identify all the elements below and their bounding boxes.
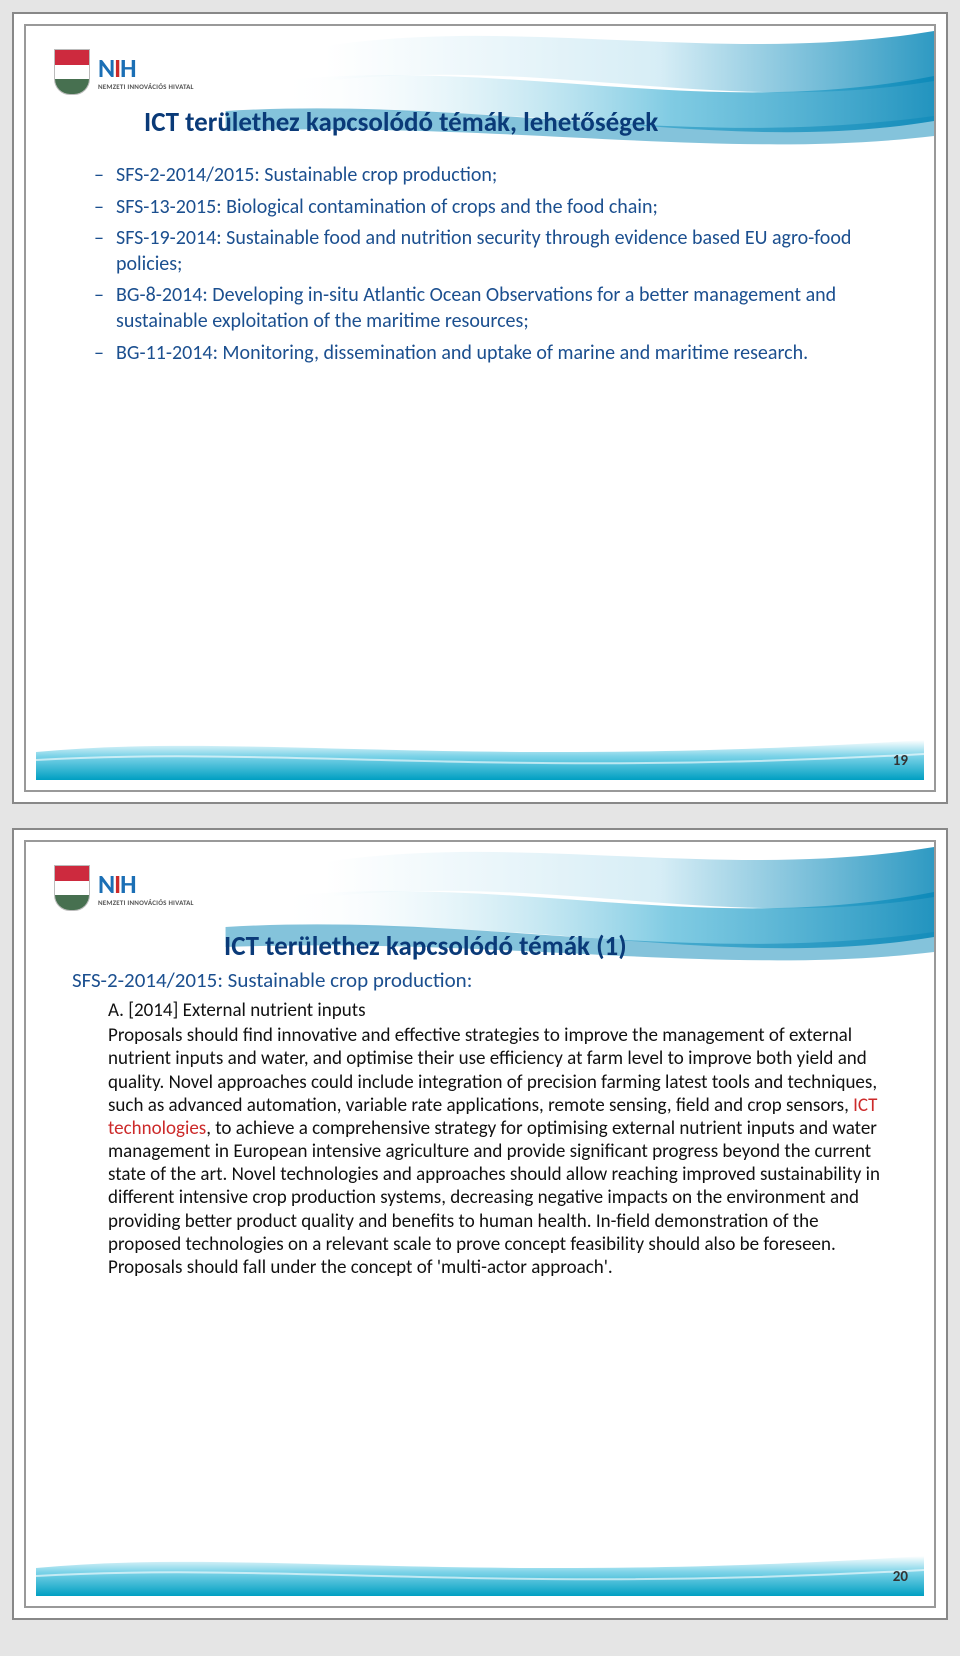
footer-banner xyxy=(36,732,924,780)
nih-letter-n: N xyxy=(98,55,113,81)
slide-frame: N I H NEMZETI INNOVÁCIÓS HIVATAL ICT ter… xyxy=(24,840,936,1608)
nih-subtitle: NEMZETI INNOVÁCIÓS HIVATAL xyxy=(98,899,194,906)
slide-title: ICT területhez kapcsolódó témák, lehetős… xyxy=(144,106,896,139)
nih-letter-i: I xyxy=(114,871,119,897)
nih-logo: N I H NEMZETI INNOVÁCIÓS HIVATAL xyxy=(98,871,194,906)
list-item: SFS-2-2014/2015: Sustainable crop produc… xyxy=(94,163,906,189)
list-item: BG-11-2014: Monitoring, dissemination an… xyxy=(94,341,906,367)
slide-1: N I H NEMZETI INNOVÁCIÓS HIVATAL ICT ter… xyxy=(12,12,948,804)
nih-letter-n: N xyxy=(98,871,113,897)
nih-wordmark: N I H xyxy=(98,55,134,81)
logo-block: N I H NEMZETI INNOVÁCIÓS HIVATAL xyxy=(54,42,906,102)
list-item: SFS-19-2014: Sustainable food and nutrit… xyxy=(94,226,906,277)
footer-banner xyxy=(36,1548,924,1596)
body-lead: A. [2014] External nutrient inputs xyxy=(108,999,884,1022)
list-item: BG-8-2014: Developing in-situ Atlantic O… xyxy=(94,283,906,334)
nih-wordmark: N I H xyxy=(98,871,134,897)
nih-subtitle: NEMZETI INNOVÁCIÓS HIVATAL xyxy=(98,83,194,90)
nih-letter-h: H xyxy=(120,871,134,897)
nih-letter-h: H xyxy=(120,55,134,81)
body-text-pre: Proposals should find innovative and eff… xyxy=(108,1024,877,1117)
page-number: 19 xyxy=(893,752,908,770)
logo-block: N I H NEMZETI INNOVÁCIÓS HIVATAL xyxy=(54,858,906,918)
slide-body: A. [2014] External nutrient inputs Propo… xyxy=(108,999,884,1279)
topic-list: SFS-2-2014/2015: Sustainable crop produc… xyxy=(94,163,906,366)
page-number: 20 xyxy=(893,1568,908,1586)
slide-title: ICT területhez kapcsolódó témák (1) xyxy=(224,930,906,963)
body-text-post: , to achieve a comprehensive strategy fo… xyxy=(108,1117,880,1279)
nih-logo: N I H NEMZETI INNOVÁCIÓS HIVATAL xyxy=(98,55,194,90)
hungary-crest-icon xyxy=(54,49,90,95)
slide-frame: N I H NEMZETI INNOVÁCIÓS HIVATAL ICT ter… xyxy=(24,24,936,792)
list-item: SFS-13-2015: Biological contamination of… xyxy=(94,195,906,221)
nih-letter-i: I xyxy=(114,55,119,81)
hungary-crest-icon xyxy=(54,865,90,911)
slide-subtitle: SFS-2-2014/2015: Sustainable crop produc… xyxy=(72,967,906,993)
slide-content: SFS-2-2014/2015: Sustainable crop produc… xyxy=(54,163,906,366)
slide-2: N I H NEMZETI INNOVÁCIÓS HIVATAL ICT ter… xyxy=(12,828,948,1620)
